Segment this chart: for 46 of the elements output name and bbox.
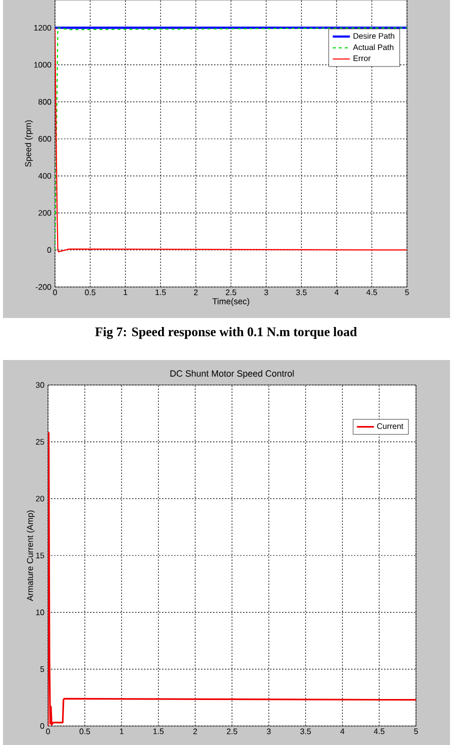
legend-label: Actual Path [352,44,394,50]
x-tick-label: 4.5 [366,290,378,296]
y-tick-label: 800 [38,99,52,105]
x-tick-label: 1.5 [153,728,164,734]
x-axis-title: Time(sec) [212,298,250,306]
x-tick-label: 4.5 [374,728,384,734]
y-tick-label: 10 [36,610,44,616]
x-tick-label: 0 [53,290,57,296]
x-tick-label: 2.5 [226,290,236,296]
y-tick-label: 0 [47,247,52,253]
x-tick-label: 2 [194,290,198,296]
y-tick-label: 600 [38,136,52,142]
legend-label: Current [377,423,404,429]
x-tick-label: 2.5 [226,728,238,734]
y-tick-label: 25 [36,439,44,445]
x-tick-label: 0.5 [84,290,96,296]
x-tick-label: 4 [340,728,344,734]
x-tick-label: 3 [266,728,271,734]
y-tick-label: 400 [38,173,52,179]
x-tick-label: 0.5 [80,728,90,734]
x-tick-label: 5 [414,728,418,734]
y-tick-label: 200 [38,210,52,216]
x-tick-label: 2 [193,728,198,734]
y-tick-label: 20 [36,496,44,502]
x-tick-label: 1.5 [156,290,166,296]
line-series [48,432,416,726]
x-tick-label: 3 [264,290,268,296]
x-tick-label: 4 [334,290,339,296]
y-tick-label: -200 [36,284,52,290]
x-tick-label: 1 [120,728,124,734]
y-tick-label: 15 [36,552,44,558]
x-tick-label: 3.5 [300,728,311,734]
y-tick-label: 5 [40,666,44,672]
y-axis-title: Speed (rpm) [24,120,33,167]
chart-title: DC Shunt Motor Speed Control [170,370,294,378]
legend-label: Desire Path [354,32,394,39]
y-tick-label: 1000 [34,62,52,68]
x-tick-label: 3.5 [296,290,307,296]
legend-label: Error [354,55,371,62]
x-tick-label: 5 [405,290,409,296]
caption: Fig 7: Speed response with 0.1 N.m torque load [95,327,357,339]
x-tick-label: 1 [124,290,128,296]
y-tick-label: 1200 [34,24,52,31]
y-axis-title: Armature Current (Amp) [26,510,35,602]
y-tick-label: 0 [40,723,44,729]
y-tick-label: 30 [36,382,44,388]
